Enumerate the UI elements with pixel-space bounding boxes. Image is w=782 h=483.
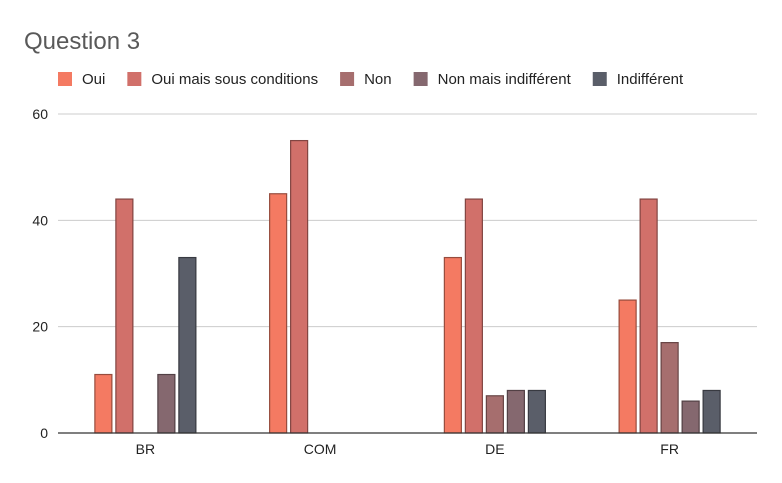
legend-label: Indifférent	[617, 71, 684, 88]
y-tick-label: 60	[32, 106, 48, 122]
bar-com-oui-mais-sous-conditions	[290, 139, 309, 434]
bar-de-indifferent	[527, 389, 546, 434]
bar-de-non-mais-indifferent	[506, 389, 525, 434]
bar-com-oui	[269, 193, 288, 434]
legend-item-oui: Oui	[58, 71, 105, 88]
legend-item-oui-mais-sous-conditions: Oui mais sous conditions	[127, 71, 318, 88]
bar-fr-oui-mais-sous-conditions	[639, 198, 658, 434]
bar-br-oui	[94, 373, 113, 434]
bar-de-non	[485, 395, 504, 434]
legend-label: Oui	[82, 71, 105, 88]
bar-br-non-mais-indifferent	[157, 373, 176, 434]
bar-fr-oui	[618, 299, 637, 434]
x-tick-label: FR	[660, 441, 679, 457]
bar-fr-non-mais-indifferent	[681, 400, 700, 434]
bar-br-oui-mais-sous-conditions	[115, 198, 134, 434]
y-tick-label: 0	[40, 425, 48, 441]
legend-swatch	[413, 72, 428, 86]
x-tick-label: COM	[304, 441, 337, 457]
x-axis-ticks: BR COM DE FR	[136, 441, 679, 457]
legend-label: Non mais indifférent	[438, 71, 572, 88]
bar-br-indifferent	[178, 256, 197, 434]
x-tick-label: BR	[136, 441, 155, 457]
bar-de-oui-mais-sous-conditions	[464, 198, 483, 434]
legend-swatch	[58, 72, 72, 86]
bar-de-oui	[443, 256, 462, 434]
legend-label: Non	[364, 71, 392, 88]
y-axis-ticks: 0 20 40 60	[32, 106, 48, 441]
legend-item-non-mais-indifferent: Non mais indifférent	[413, 71, 572, 88]
chart-title: Question 3	[24, 28, 140, 55]
legend-swatch	[340, 72, 355, 86]
legend-swatch	[592, 72, 607, 86]
legend-swatch	[127, 72, 142, 86]
legend-item-indifferent: Indifférent	[592, 71, 684, 88]
y-tick-label: 40	[32, 212, 48, 228]
legend: Oui Oui mais sous conditions Non Non mais i…	[58, 71, 684, 88]
x-tick-label: DE	[485, 441, 504, 457]
bars	[94, 139, 721, 434]
bar-fr-indifferent	[702, 389, 721, 434]
legend-label: Oui mais sous conditions	[151, 71, 318, 88]
bar-fr-non	[660, 342, 679, 434]
y-tick-label: 20	[32, 319, 48, 335]
legend-item-non: Non	[340, 71, 392, 88]
